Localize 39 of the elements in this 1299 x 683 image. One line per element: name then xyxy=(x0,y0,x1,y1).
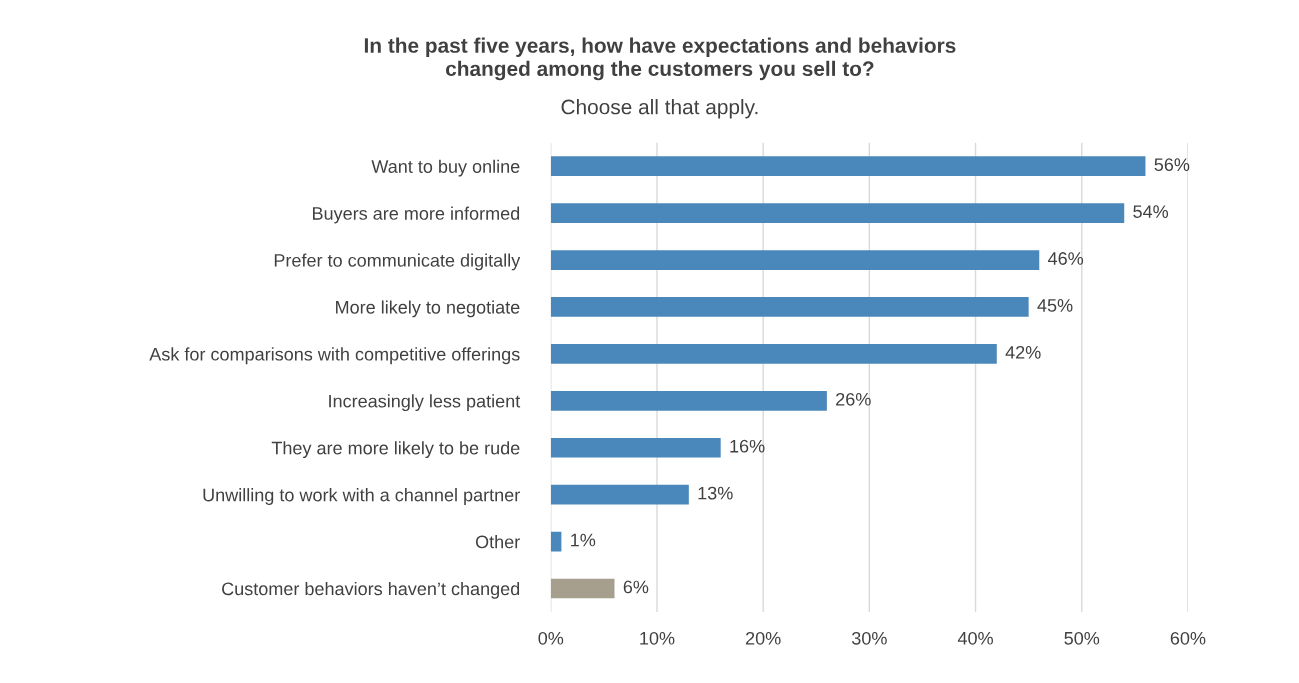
data-label: 54% xyxy=(1133,205,1169,218)
y-tick-label: Prefer to communicate digitally xyxy=(274,253,521,271)
data-label: 6% xyxy=(623,580,649,594)
y-tick-label: Increasingly less patient xyxy=(329,394,521,412)
data-label: 26% xyxy=(836,392,871,406)
bar xyxy=(550,531,562,552)
data-label: 56% xyxy=(1154,158,1190,172)
y-tick-label: Buyers are more informed xyxy=(312,206,520,224)
x-tick-label: 60% xyxy=(1170,631,1206,645)
x-tick-label: 30% xyxy=(851,631,887,645)
x-tick-label: 50% xyxy=(1064,631,1100,645)
y-tick-label: Customer behaviors haven’t changed xyxy=(222,581,520,599)
chart-title: In the past five years, how have expectations and behaviors changed among the customers you sell to? xyxy=(364,37,956,81)
bar xyxy=(550,297,1029,317)
data-label: 42% xyxy=(1005,345,1041,359)
x-tick-label: 40% xyxy=(957,631,993,645)
bar xyxy=(550,578,615,599)
x-tick-label: 10% xyxy=(640,631,675,645)
y-tick-label: Ask for comparisons with competitive offerings xyxy=(149,347,520,365)
chart-subtitle: Choose all that apply. xyxy=(561,99,758,119)
bar xyxy=(550,437,721,458)
y-tick-label: Want to buy online xyxy=(371,159,520,177)
y-tick-label: More likely to negotiate xyxy=(336,300,520,318)
data-label: 16% xyxy=(730,439,765,453)
bar xyxy=(550,344,997,364)
y-tick-label: They are more likely to be rude xyxy=(271,441,520,459)
data-label: 1% xyxy=(571,533,596,547)
x-tick-label: 20% xyxy=(746,631,781,645)
data-label: 46% xyxy=(1048,252,1084,265)
bar xyxy=(550,250,1040,270)
bar xyxy=(550,390,827,411)
bar xyxy=(550,203,1125,223)
data-label: 45% xyxy=(1037,299,1073,312)
y-tick-label: Unwilling to work with a channel partner xyxy=(203,488,520,505)
bar xyxy=(550,484,689,505)
data-label: 13% xyxy=(698,486,733,500)
x-tick-label: 0% xyxy=(538,631,564,645)
y-tick-label: Other xyxy=(475,535,520,549)
bar xyxy=(550,156,1146,177)
